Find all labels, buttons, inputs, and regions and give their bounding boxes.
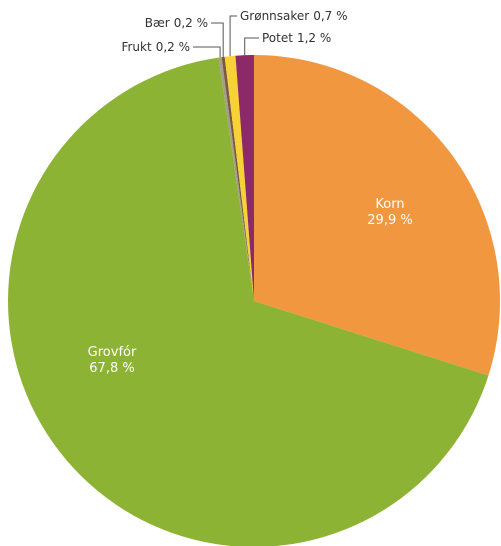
slice-label: Grønnsaker 0,7 % <box>240 9 348 23</box>
slice-label: Grovfór 67,8 % <box>88 345 137 376</box>
slice-name: Frukt <box>121 40 152 54</box>
slice-name: Grovfór <box>88 345 137 360</box>
leader-line <box>211 22 224 57</box>
slice-value: 1,2 % <box>297 31 331 45</box>
slice-label: Bær 0,2 % <box>145 16 208 30</box>
slice-name: Korn <box>375 197 404 212</box>
slice-label: Korn 29,9 % <box>367 197 412 228</box>
slice-value: 29,9 % <box>367 213 412 228</box>
leader-line <box>229 15 237 57</box>
slice-value: 0,2 % <box>174 16 208 30</box>
slice-label: Frukt 0,2 % <box>121 40 190 54</box>
slice-value: 0,7 % <box>313 9 347 23</box>
pie-slice <box>218 57 254 301</box>
slice-value: 0,2 % <box>156 40 190 54</box>
pie-slice <box>254 55 500 376</box>
slice-value: 67,8 % <box>89 361 134 376</box>
pie-slice <box>235 55 254 301</box>
slice-name: Bær <box>145 16 170 30</box>
leader-line <box>244 37 259 56</box>
slice-label: Potet 1,2 % <box>262 31 331 45</box>
leader-line <box>193 46 221 58</box>
pie-slice <box>221 56 254 301</box>
pie-slice <box>8 57 489 546</box>
pie-slice <box>224 55 254 301</box>
slice-name: Potet <box>262 31 293 45</box>
slice-name: Grønnsaker <box>240 9 309 23</box>
